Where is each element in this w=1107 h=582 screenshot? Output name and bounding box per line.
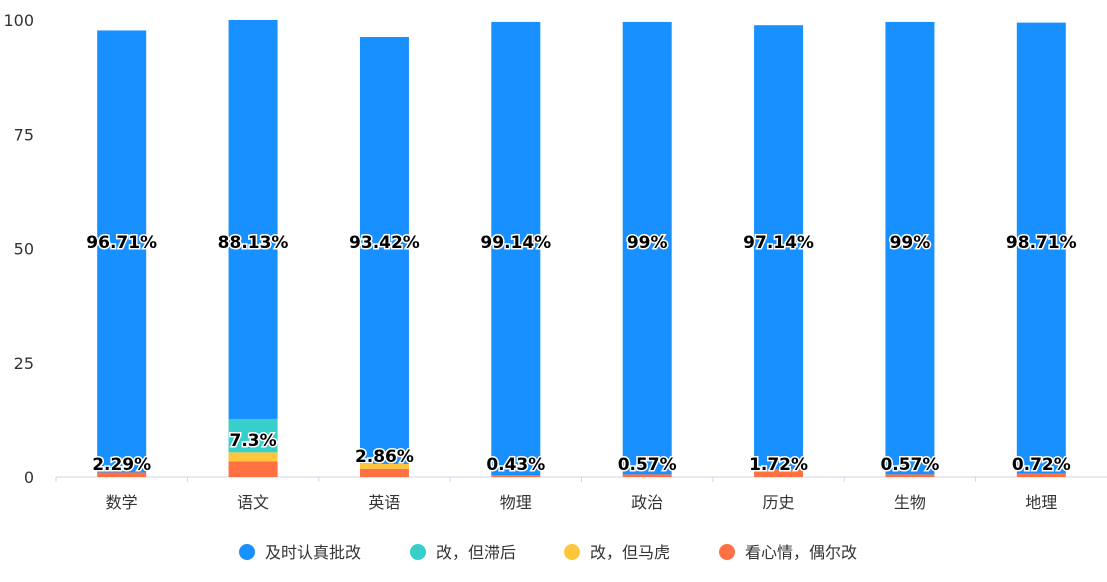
- bar-segment[interactable]: [885, 21, 935, 475]
- data-label: 0.57%: [880, 455, 939, 475]
- data-label: 0.57%: [618, 455, 677, 475]
- legend-label: 及时认真批改: [265, 543, 361, 562]
- bar-segment[interactable]: [622, 474, 672, 477]
- x-category-label: 语文: [237, 493, 269, 512]
- y-tick-label: 75: [14, 125, 34, 144]
- bar-segment[interactable]: [97, 472, 147, 477]
- data-label: 99%: [890, 233, 931, 253]
- data-labels: 96.71% 2.29% 88.13% 7.3% 93.42% 2.86% 99.14% 0.…: [85, 232, 1078, 477]
- legend-marker: [239, 544, 255, 560]
- legend-item[interactable]: 改，但马虎: [564, 543, 670, 562]
- data-label: 0.43%: [486, 455, 545, 475]
- data-label: 97.14%: [743, 233, 814, 253]
- data-label: 2.29%: [92, 455, 151, 475]
- y-axis: 0 25 50 75 100: [3, 11, 34, 487]
- x-category-label: 物理: [500, 493, 532, 512]
- bar-segment[interactable]: [754, 469, 804, 477]
- x-category-label: 历史: [763, 493, 795, 512]
- bar-segment[interactable]: [228, 20, 278, 419]
- legend-label: 改，但马虎: [590, 543, 670, 562]
- data-label: 99%: [627, 233, 668, 253]
- data-label: 93.42%: [349, 233, 420, 253]
- bar-segment[interactable]: [359, 463, 409, 469]
- x-category-label: 生物: [894, 493, 926, 512]
- legend-marker: [564, 544, 580, 560]
- bar-segment[interactable]: [754, 25, 804, 470]
- data-label: 2.86%: [355, 447, 414, 467]
- data-label: 96.71%: [86, 233, 157, 253]
- bar-segment[interactable]: [228, 418, 278, 453]
- bar-segment[interactable]: [359, 468, 409, 477]
- x-category-label: 地理: [1025, 493, 1057, 512]
- x-category-label: 英语: [368, 493, 400, 512]
- x-category-label: 政治: [631, 493, 663, 512]
- data-label: 7.3%: [229, 431, 276, 451]
- bar-segment[interactable]: [228, 461, 278, 477]
- x-axis: 数学 语文 英语 物理 政治 历史 生物 地理: [55, 476, 1107, 512]
- data-label: 1.72%: [749, 455, 808, 475]
- bar-segment[interactable]: [228, 452, 278, 462]
- bar-segment[interactable]: [359, 37, 409, 464]
- bar-segment[interactable]: [1016, 22, 1066, 474]
- y-tick-label: 0: [24, 468, 34, 487]
- bar-segment[interactable]: [1016, 473, 1066, 477]
- legend[interactable]: 及时认真批改 改，但滞后 改，但马虎 看心情，偶尔改: [239, 543, 857, 562]
- y-tick-label: 50: [14, 240, 34, 259]
- bars: [97, 20, 1066, 477]
- bar-segment[interactable]: [491, 21, 541, 476]
- legend-item[interactable]: 及时认真批改: [239, 543, 361, 562]
- legend-label: 改，但滞后: [436, 543, 516, 562]
- y-tick-label: 100: [3, 11, 34, 30]
- data-label: 98.71%: [1006, 233, 1077, 253]
- data-label: 99.14%: [480, 233, 551, 253]
- y-tick-label: 25: [14, 354, 34, 373]
- data-label: 88.13%: [218, 233, 289, 253]
- legend-item[interactable]: 改，但滞后: [410, 543, 516, 562]
- bar-segment[interactable]: [885, 474, 935, 477]
- bar-segment[interactable]: [622, 21, 672, 475]
- bar-segment[interactable]: [491, 475, 541, 477]
- legend-marker: [410, 544, 426, 560]
- data-label: 0.72%: [1012, 455, 1071, 475]
- bar-segment[interactable]: [97, 30, 147, 473]
- legend-label: 看心情，偶尔改: [745, 543, 857, 562]
- x-category-label: 数学: [106, 493, 138, 512]
- legend-item[interactable]: 看心情，偶尔改: [719, 543, 857, 562]
- legend-marker: [719, 544, 735, 560]
